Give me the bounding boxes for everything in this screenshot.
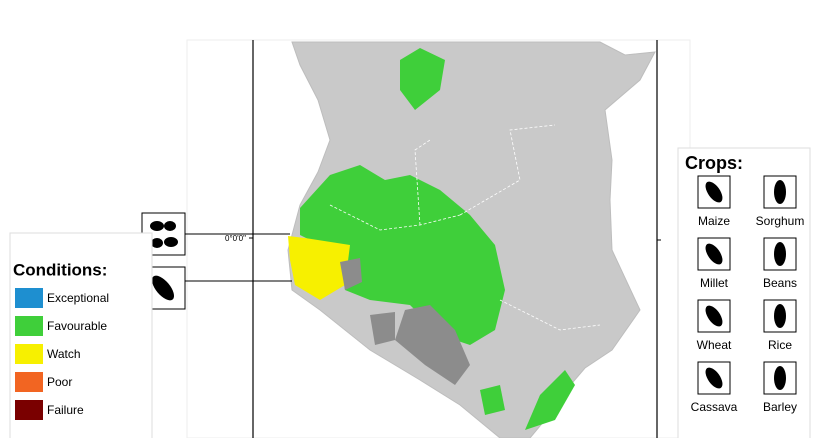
crop-label: Millet — [700, 276, 729, 290]
crop-glyph — [705, 181, 723, 203]
crop-label: Maize — [698, 214, 730, 228]
icon-glyph — [151, 275, 175, 301]
legend-swatch — [15, 288, 43, 308]
legend-swatch — [15, 316, 43, 336]
icon-glyph — [164, 221, 176, 231]
crop-glyph — [705, 305, 723, 327]
crop-label: Rice — [768, 338, 792, 352]
crop-glyph — [705, 367, 723, 389]
crop-label: Sorghum — [756, 214, 805, 228]
favourable-region — [400, 48, 445, 110]
crop-items: Maize Sorghum Millet Beans Wheat Rice Cassava B… — [691, 175, 805, 414]
crop-glyph — [774, 366, 786, 390]
icon-glyph — [164, 237, 178, 247]
crop-glyph — [774, 242, 786, 266]
legend-label: Exceptional — [47, 291, 109, 305]
crop-glyph — [774, 180, 786, 204]
admin-border — [329, 124, 601, 331]
icon-glyph — [151, 238, 163, 248]
crop-glyph — [774, 304, 786, 328]
non-cropland — [370, 312, 395, 345]
latitude-label: 0°0'0" — [225, 234, 246, 243]
crop-label: Wheat — [697, 338, 732, 352]
legend-label: Favourable — [47, 319, 107, 333]
non-cropland — [340, 258, 362, 290]
legend-swatch — [15, 372, 43, 392]
legend-title: Crops: — [685, 153, 743, 173]
legend-items: Exceptional Favourable Watch Poor Failure — [15, 288, 109, 420]
favourable-region — [480, 385, 505, 415]
watch-region — [288, 236, 350, 300]
icon-glyph — [150, 221, 164, 231]
favourable-region — [525, 370, 575, 430]
crop-glyph — [705, 243, 723, 265]
non-cropland — [395, 305, 470, 385]
crop-label: Cassava — [691, 400, 738, 414]
legend-swatch — [15, 400, 43, 420]
crop-label: Barley — [763, 400, 797, 414]
legend-label: Failure — [47, 403, 84, 417]
favourable-region — [300, 165, 505, 345]
legend-label: Watch — [47, 347, 81, 361]
crop-label: Beans — [763, 276, 797, 290]
legend-swatch — [15, 344, 43, 364]
legend-title: Conditions: — [13, 260, 107, 279]
legend-label: Poor — [47, 375, 72, 389]
crop-icon — [697, 361, 731, 395]
